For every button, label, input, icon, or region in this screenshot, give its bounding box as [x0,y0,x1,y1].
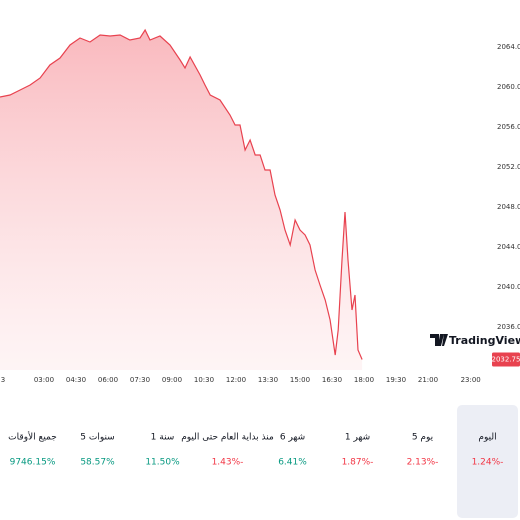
tab-change: 1.43%- [212,458,244,468]
price-line [0,28,363,360]
y-tick-label: 2044.00 [497,243,520,251]
y-tick-label: 2056.00 [497,123,520,131]
y-tick-label: 2052.00 [497,163,520,171]
x-tick-label: 10:30 [194,376,214,384]
x-tick-label: 15:00 [290,376,310,384]
y-tick-label: 2064.00 [497,43,520,51]
tab-change: 1.87%- [342,458,374,468]
y-tick-label: 2048.00 [497,203,520,211]
x-tick-label: 03:00 [34,376,54,384]
x-tick-label: 3 [1,376,5,384]
x-tick-label: 06:00 [98,376,118,384]
tab-change: 58.57% [80,458,115,468]
tab-change: 6.41% [278,458,307,468]
x-tick-label: 23:00 [461,376,481,384]
period-tab[interactable]: اليوم 1.24%- [457,405,518,518]
period-tab[interactable]: جميع الأوقات 9746.15% [8,431,57,468]
logo-icon [430,334,448,346]
tab-label: 1 شهر [345,433,370,443]
tab-label: جميع الأوقات [8,431,57,443]
tab-label: 1 سنة [151,433,175,443]
period-tab[interactable]: 1 سنة 11.50% [145,433,180,468]
tab-label: 6 شهر [280,433,305,443]
x-tick-label: 07:30 [130,376,150,384]
period-tab[interactable]: 5 يوم 2.13%- [407,433,439,468]
y-tick-label: 2036.00 [497,323,520,331]
x-tick-label: 19:30 [386,376,406,384]
price-tag-label: 2032.75 [492,356,520,364]
tab-label: 5 سنوات [80,433,114,443]
price-tag [492,352,520,367]
area [0,30,363,370]
period-tab[interactable]: 6 شهر 6.41% [278,433,307,468]
tab-change: 1.24%- [472,458,504,468]
tab-label: منذ بداية العام حتى اليوم [181,433,274,443]
x-tick-label: 21:00 [418,376,438,384]
x-tick-label: 09:00 [162,376,182,384]
period-tab[interactable]: 1 شهر 1.87%- [342,433,374,468]
x-tick-label: 16:30 [322,376,342,384]
period-tab[interactable]: 5 سنوات 58.57% [80,433,115,468]
y-tick-label: 2060.00 [497,83,520,91]
tab-change: 11.50% [145,458,180,468]
x-tick-label: 04:30 [66,376,86,384]
logo-text: TradingView [449,334,520,347]
tab-change: 9746.15% [10,458,56,468]
tab-label: اليوم [478,433,496,443]
x-tick-label: 12:00 [226,376,246,384]
tab-label: 5 يوم [412,433,434,443]
x-tick-label: 13:30 [258,376,278,384]
period-tab[interactable]: منذ بداية العام حتى اليوم 1.43%- [181,433,274,468]
y-tick-label: 2040.00 [497,283,520,291]
x-tick-label: 18:00 [354,376,374,384]
tab-selected-bg [457,405,518,518]
logo: TradingView [430,334,520,347]
tab-change: 2.13%- [407,458,439,468]
